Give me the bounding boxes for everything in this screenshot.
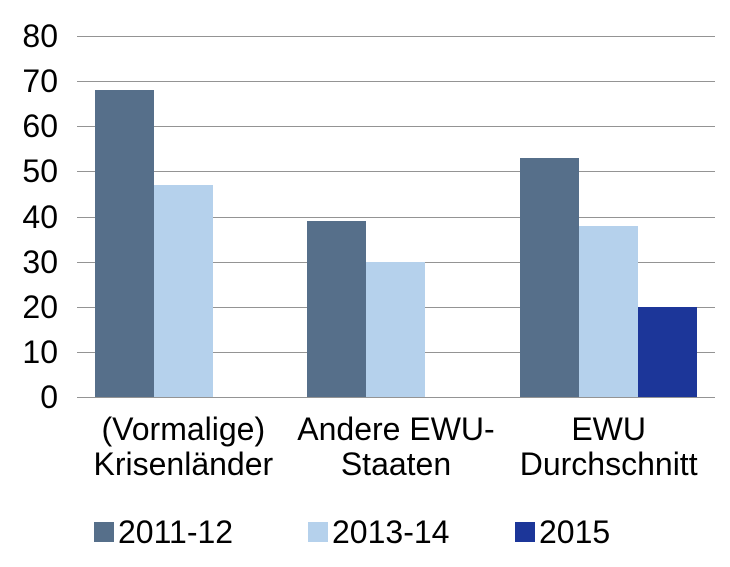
bar-slot	[425, 36, 484, 397]
y-axis-tick-label: 30	[22, 243, 58, 280]
legend-item: 2011-12	[94, 516, 233, 548]
legend-swatch	[94, 522, 114, 542]
plot-area	[77, 36, 715, 398]
bar-series-2011-12	[520, 157, 580, 397]
y-axis-tick-label: 10	[22, 333, 58, 370]
bar-series-2013-14	[153, 184, 213, 397]
category-label: (Vormalige) Krisenländer	[77, 412, 290, 482]
bar-group	[290, 36, 503, 397]
bar-series-2013-14	[366, 261, 426, 397]
bar-slot	[638, 36, 698, 397]
bar-slot	[366, 36, 426, 397]
bar-group	[502, 36, 715, 397]
legend-swatch	[308, 522, 328, 542]
category-label: EWU Durchschnitt	[502, 412, 715, 482]
y-axis-tick-label: 60	[22, 108, 58, 145]
legend-item: 2015	[515, 516, 610, 548]
category-label-line: Krisenländer	[93, 446, 274, 482]
gridline	[77, 36, 715, 37]
bar-slot	[153, 36, 213, 397]
legend-label: 2013-14	[332, 514, 450, 550]
bar-slot	[307, 36, 367, 397]
category-label-line: EWU	[571, 411, 646, 447]
gridline	[77, 216, 715, 218]
y-axis-tick-label: 80	[22, 18, 58, 54]
legend-label: 2011-12	[118, 514, 234, 550]
y-axis-tick-label: 70	[22, 63, 58, 100]
bar-series-2011-12	[94, 90, 154, 397]
gridline	[77, 126, 715, 128]
legend-swatch	[515, 522, 535, 542]
gridline	[77, 171, 715, 173]
bar-slot	[213, 36, 272, 397]
y-axis-tick-label: 0	[40, 379, 58, 415]
bar-slot	[94, 36, 154, 397]
bar-slot	[520, 36, 580, 397]
bar-series-2011-12	[307, 221, 367, 397]
y-axis-tick-label: 40	[22, 198, 58, 235]
category-label-line: Durchschnitt	[519, 446, 698, 482]
category-label-line: (Vormalige)	[101, 411, 266, 447]
bar-series-2013-14	[579, 225, 639, 397]
bar-group	[77, 36, 290, 397]
legend-item: 2013-14	[308, 516, 449, 548]
category-label: Andere EWU- Staaten	[290, 412, 503, 482]
y-axis-tick-label: 50	[22, 153, 58, 190]
bar-slot	[579, 36, 639, 397]
gridline	[77, 81, 715, 83]
y-axis-tick-label: 20	[22, 288, 58, 325]
category-label-line: Andere EWU-	[297, 411, 495, 447]
bar-series-2015	[638, 306, 698, 397]
category-label-line: Staaten	[340, 446, 452, 482]
legend-label: 2015	[539, 514, 611, 550]
x-axis-line	[77, 397, 715, 398]
